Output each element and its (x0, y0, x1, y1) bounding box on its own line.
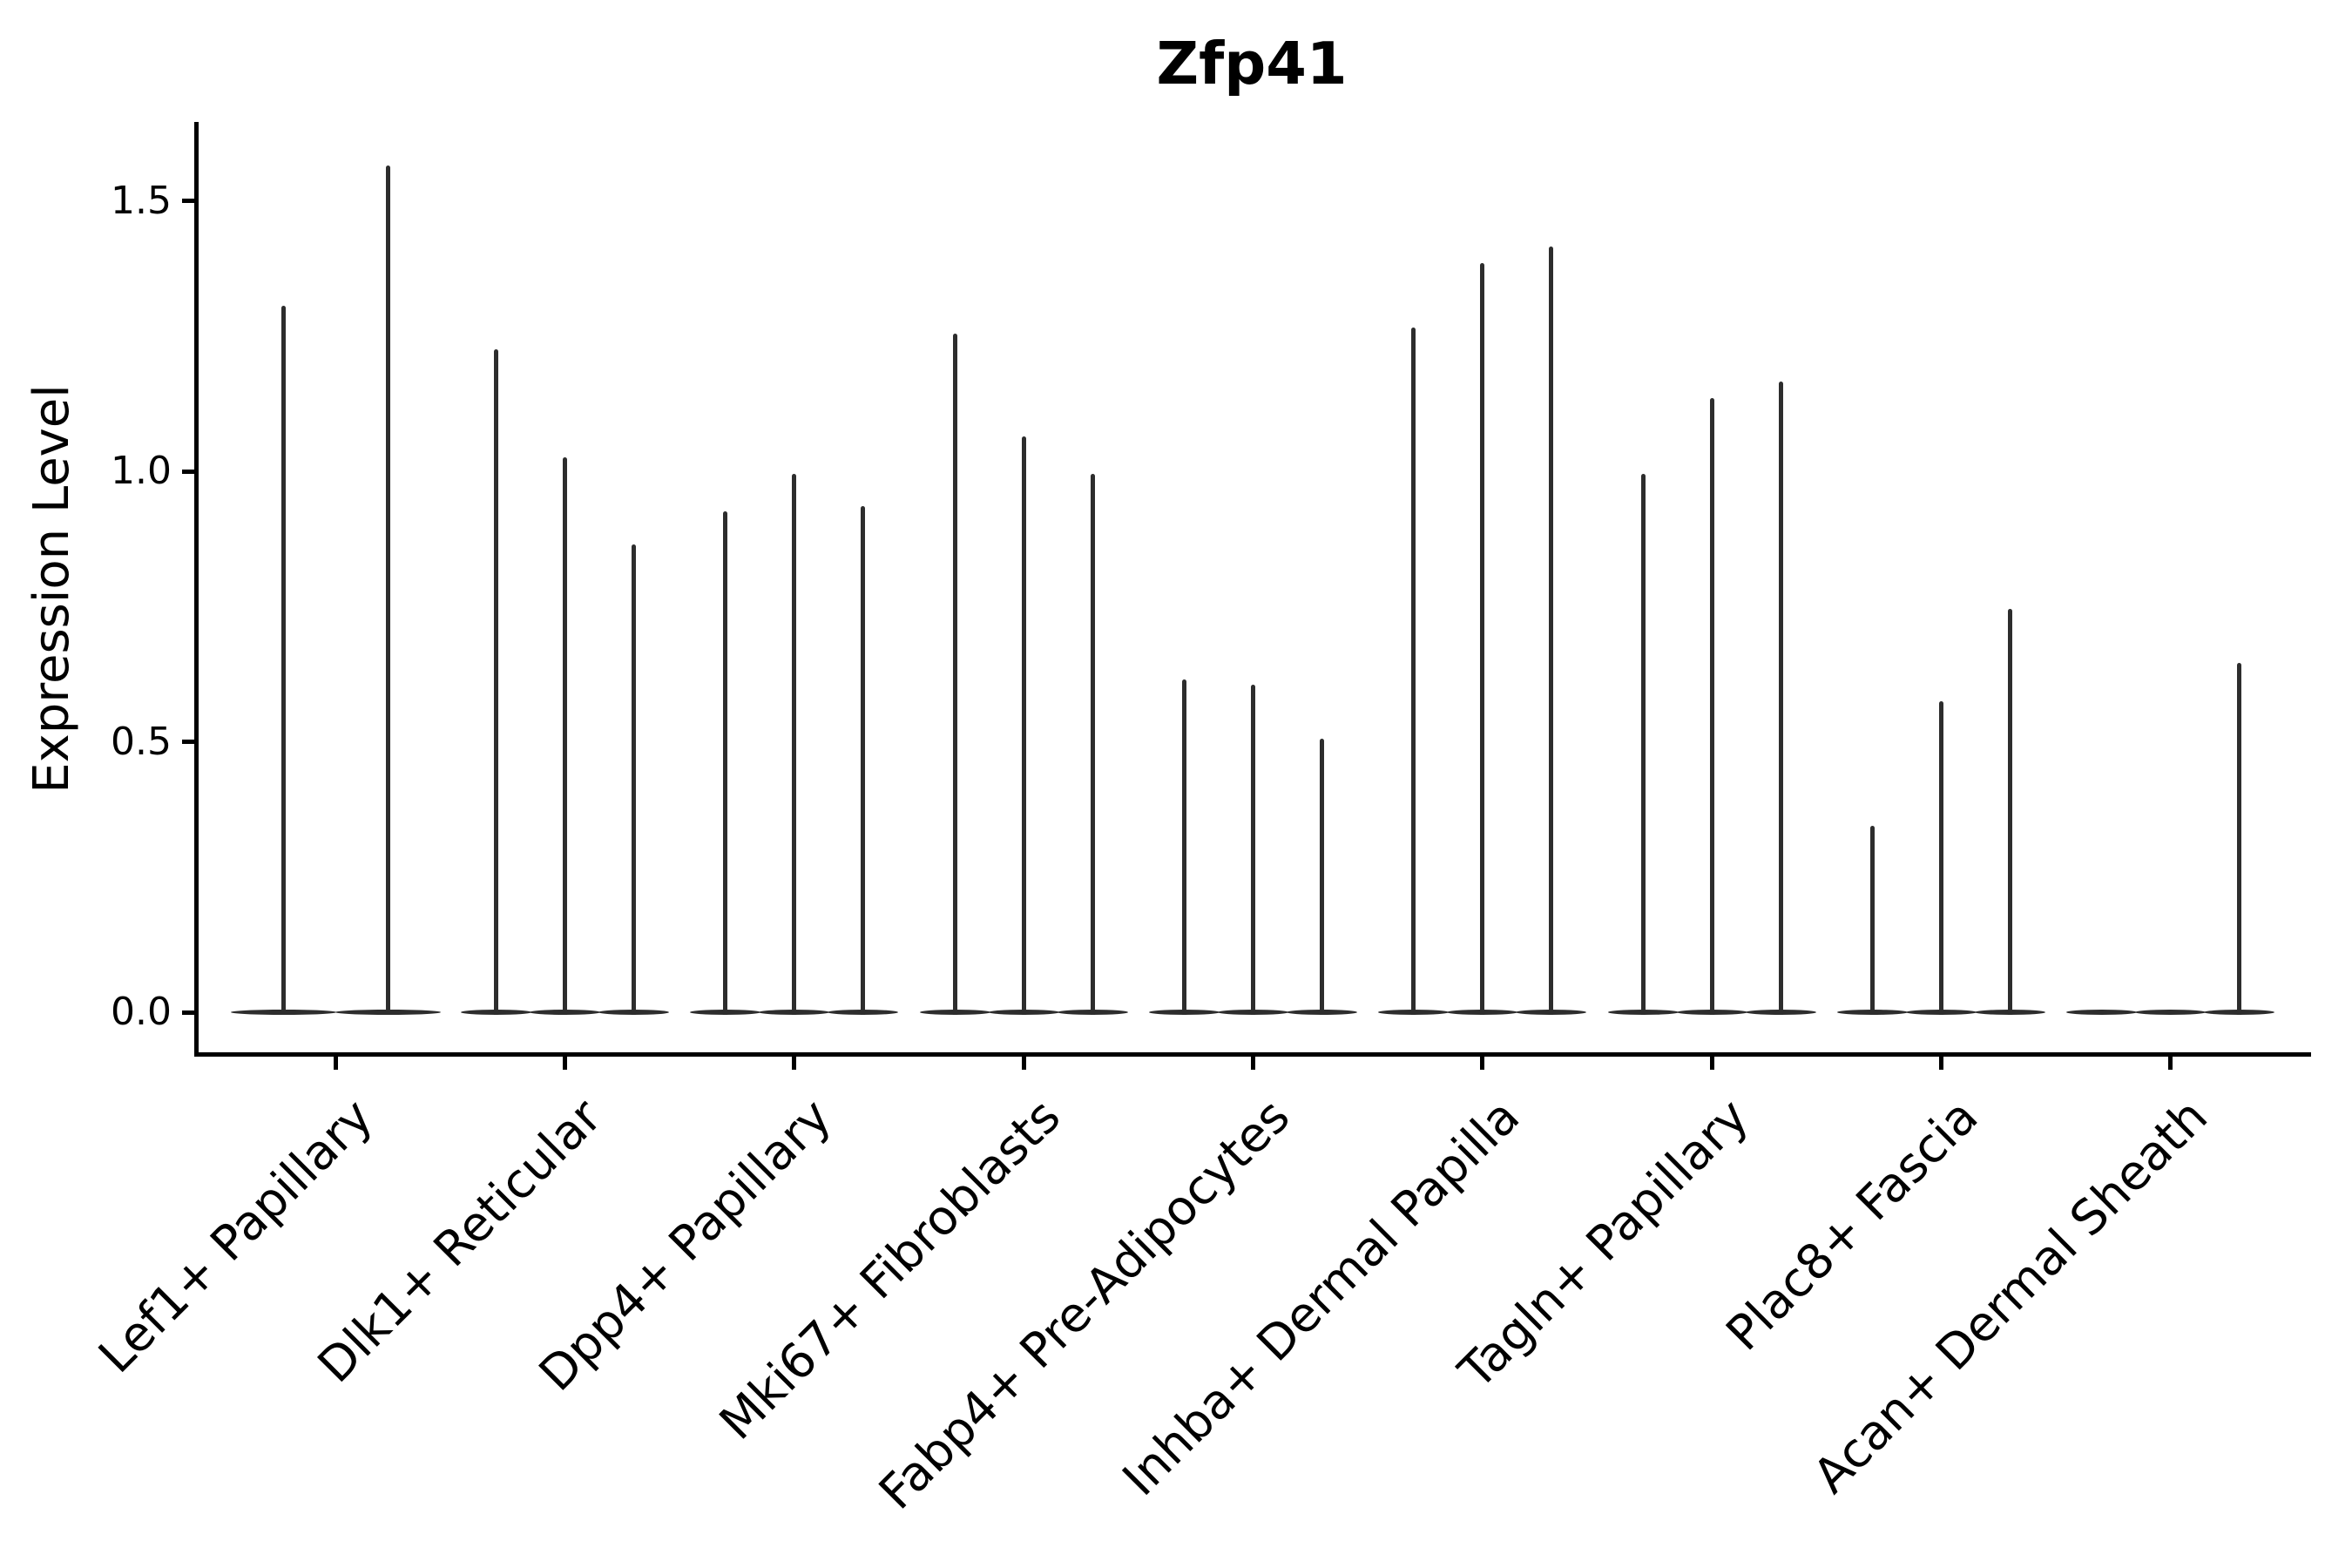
violin-spike (1021, 436, 1026, 1015)
violin-spike (1319, 739, 1324, 1015)
violin-spike (1090, 474, 1095, 1015)
page-title: Zfp41 (1156, 30, 1348, 98)
violin-spike (631, 544, 636, 1015)
violin-spike (1181, 679, 1186, 1015)
violin-spike (1778, 382, 1783, 1015)
x-axis-line (194, 1052, 2311, 1057)
y-tick (182, 199, 194, 203)
y-tick (182, 1010, 194, 1015)
violin-spike (2237, 663, 2242, 1015)
violin-spike (1869, 825, 1875, 1015)
y-axis-line (194, 122, 199, 1057)
violin-spike (280, 306, 286, 1015)
violin-spike (1411, 328, 1416, 1015)
y-tick (182, 740, 194, 744)
x-tick-label: Acan+ Dermal Sheath (1802, 1088, 2219, 1504)
x-tick (1480, 1057, 1485, 1070)
violin-spike (952, 333, 957, 1015)
x-tick (1709, 1057, 1714, 1070)
x-tick (333, 1057, 338, 1070)
violin-spike (562, 457, 567, 1015)
x-tick-label: Inhba+ Dermal Papilla (1112, 1088, 1531, 1507)
violin-spike (1640, 474, 1646, 1015)
violin-base (2066, 1010, 2138, 1015)
violin-spike (723, 511, 728, 1015)
violin-spike (1938, 700, 1943, 1015)
x-tick (2168, 1057, 2173, 1070)
y-tick-label: 0.0 (111, 990, 172, 1034)
violin-base (2135, 1010, 2207, 1015)
x-tick (1021, 1057, 1026, 1070)
violin-spike (493, 349, 498, 1015)
violin-spike (385, 166, 390, 1015)
violin-spike (1549, 247, 1554, 1015)
violin-spike (1250, 685, 1255, 1015)
x-tick (562, 1057, 567, 1070)
y-tick (182, 469, 194, 474)
violin-spike (2007, 609, 2012, 1015)
violin-spike (792, 474, 797, 1015)
y-tick-label: 0.5 (111, 719, 172, 764)
violin-spike (861, 506, 866, 1015)
violin-spike (1480, 262, 1485, 1015)
y-tick-label: 1.5 (111, 178, 172, 223)
y-tick-label: 1.0 (111, 449, 172, 493)
x-tick (1938, 1057, 1943, 1070)
x-tick (792, 1057, 797, 1070)
x-tick-label: Fabp4+ Pre-Adipocytes (868, 1088, 1301, 1520)
x-tick (1250, 1057, 1255, 1070)
violin-spike (1709, 398, 1714, 1015)
